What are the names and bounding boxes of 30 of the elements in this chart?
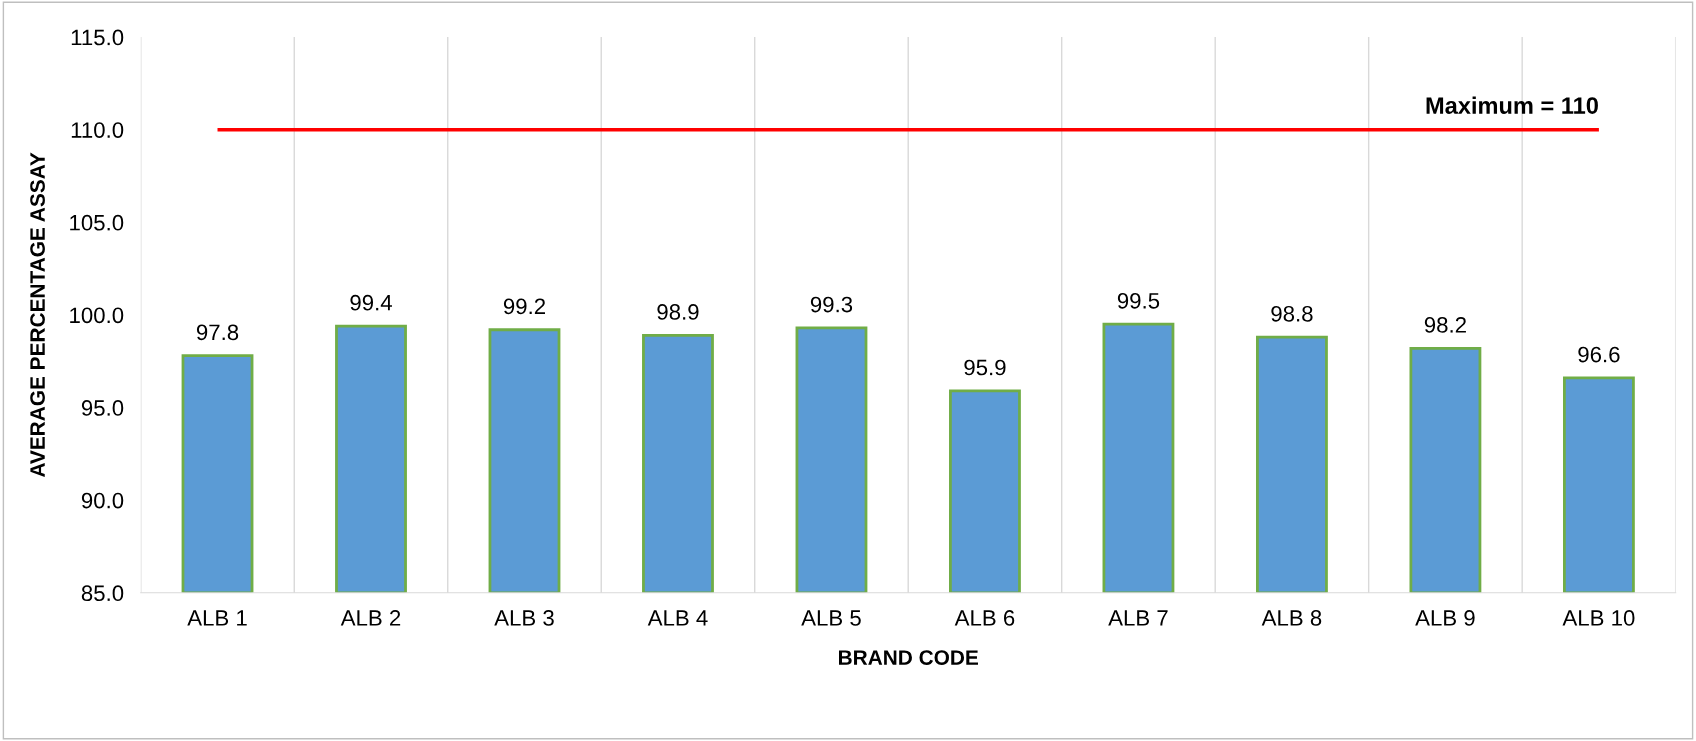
x-tick-label: ALB 6 (954, 610, 1015, 626)
data-label: 99.2 (503, 298, 545, 315)
data-label: 95.9 (964, 359, 1006, 376)
ref-line-label: Maximum = 110 (1426, 96, 1598, 114)
y-tick-label: 105.0 (70, 214, 124, 231)
y-tick-label: 85.0 (81, 585, 124, 602)
x-tick-label: ALB 9 (1415, 610, 1475, 626)
data-label: 98.2 (1424, 317, 1466, 333)
y-tick-label: 110.0 (71, 122, 124, 138)
y-tick-label: 95.0 (81, 400, 124, 416)
y-tick-label: 100.0 (70, 307, 124, 324)
x-tick-label: ALB 1 (187, 610, 247, 626)
x-tick-label: ALB 10 (1562, 610, 1635, 626)
data-label: 96.6 (1578, 346, 1620, 363)
data-label: 99.4 (350, 294, 392, 311)
x-tick-label: ALB 2 (340, 610, 401, 626)
x-tick-label: ALB 8 (1261, 610, 1322, 626)
x-tick-label: ALB 3 (494, 610, 554, 626)
x-axis-title: BRAND CODE (839, 650, 978, 665)
data-label: 99.3 (810, 296, 853, 313)
data-label: 99.5 (1117, 292, 1160, 309)
data-label: 98.8 (1271, 305, 1313, 322)
x-tick-label: ALB 4 (647, 610, 708, 626)
y-axis-title: AVERAGE PERCENTAGE ASSAY (30, 152, 45, 478)
y-tick-label: 115.0 (71, 29, 124, 46)
data-label: 98.9 (657, 304, 699, 320)
x-tick-label: ALB 5 (801, 610, 861, 626)
data-label: 97.8 (196, 324, 239, 341)
x-tick-label: ALB 7 (1108, 610, 1168, 626)
y-tick-label: 90.0 (81, 492, 124, 509)
